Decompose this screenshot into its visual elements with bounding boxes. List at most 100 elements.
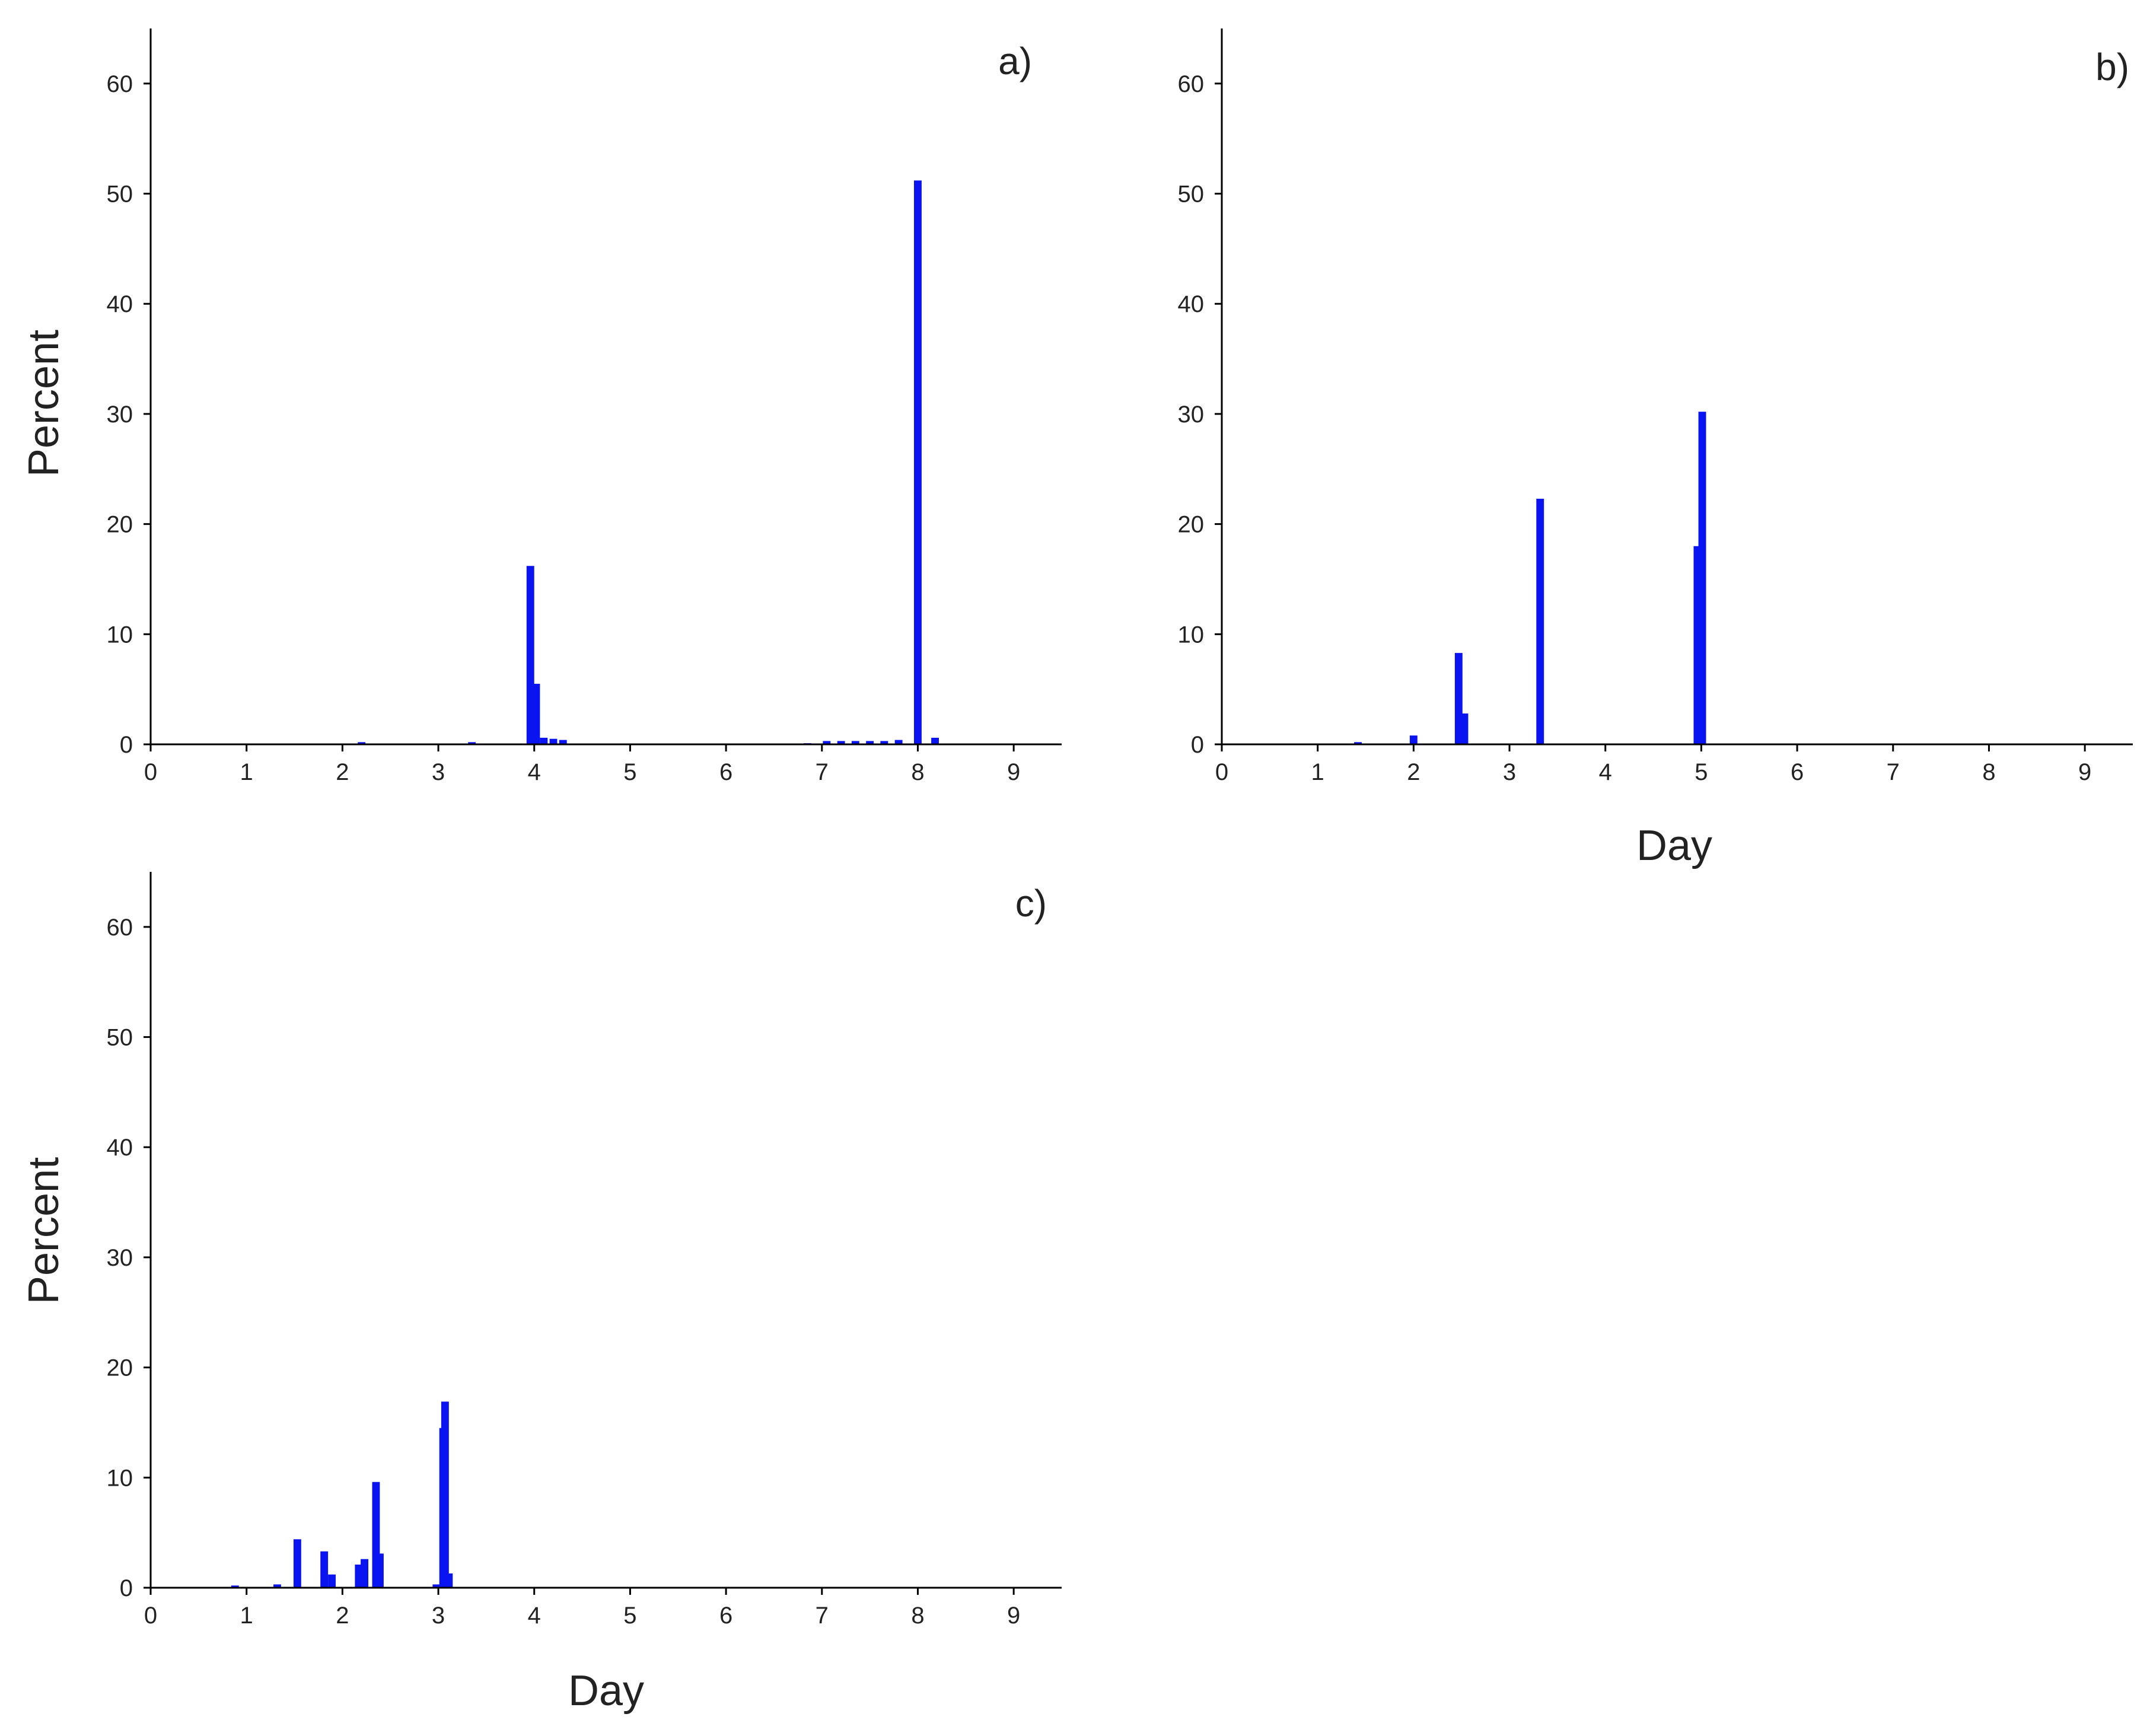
bar <box>880 741 888 744</box>
bar <box>441 1401 449 1588</box>
y-axis-label: Percent <box>20 1157 68 1304</box>
y-tick-label: 60 <box>107 71 133 97</box>
x-tick-label: 8 <box>911 759 924 785</box>
y-tick-label: 0 <box>120 1575 133 1601</box>
bar-series <box>358 180 939 744</box>
bar <box>231 1585 239 1588</box>
bar <box>1409 735 1418 744</box>
bar <box>355 1565 363 1588</box>
axes-frame <box>149 28 1062 746</box>
x-tick-label: 7 <box>816 759 829 785</box>
x-tick-label: 0 <box>1215 759 1228 785</box>
x-tick-label: 6 <box>719 1603 732 1629</box>
bar-series <box>1354 412 1706 744</box>
x-tick-label: 5 <box>1694 759 1708 785</box>
y-tick-label: 30 <box>107 402 133 428</box>
x-tick-label: 4 <box>528 759 541 785</box>
y-tick-label: 0 <box>1191 732 1204 758</box>
bar <box>358 742 366 744</box>
y-tick-label: 40 <box>107 1135 133 1161</box>
bar <box>432 1584 441 1588</box>
bar <box>1354 742 1362 744</box>
tick-group: 0 1 2 3 4 5 6 7 8 9 0 10 20 30 40 50 60 <box>1178 71 2092 785</box>
bar <box>549 738 558 744</box>
axes-frame <box>1221 28 2133 746</box>
x-tick-label: 7 <box>1887 759 1900 785</box>
x-tick-label: 0 <box>144 1603 157 1629</box>
y-tick-label: 10 <box>1178 622 1205 648</box>
bar <box>293 1539 301 1588</box>
bar <box>540 737 548 744</box>
y-tick-label: 40 <box>107 291 133 317</box>
tick-group: 0 1 2 3 4 5 6 7 8 9 0 10 20 30 40 50 60 <box>107 71 1021 785</box>
bar <box>866 741 874 744</box>
y-tick-label: 10 <box>107 1465 133 1491</box>
bar <box>823 741 831 744</box>
x-tick-label: 1 <box>240 1603 253 1629</box>
x-tick-label: 2 <box>336 759 349 785</box>
bar <box>914 180 922 744</box>
x-tick-label: 6 <box>719 759 732 785</box>
x-tick-label: 1 <box>240 759 253 785</box>
x-tick-label: 9 <box>2078 759 2091 785</box>
y-tick-label: 10 <box>107 622 133 648</box>
bar <box>320 1551 329 1588</box>
x-tick-label: 1 <box>1311 759 1324 785</box>
axes-frame <box>149 872 1062 1589</box>
x-tick-label: 4 <box>528 1603 541 1629</box>
x-tick-label: 3 <box>432 1603 445 1629</box>
x-tick-label: 5 <box>623 759 636 785</box>
y-tick-label: 60 <box>1178 71 1205 97</box>
y-tick-label: 20 <box>107 1355 133 1381</box>
bar <box>376 1553 384 1588</box>
x-tick-label: 9 <box>1007 1603 1020 1629</box>
x-tick-label: 2 <box>1407 759 1420 785</box>
x-tick-label: 6 <box>1791 759 1804 785</box>
x-tick-label: 5 <box>623 1603 636 1629</box>
x-tick-label: 0 <box>144 759 157 785</box>
x-tick-label: 8 <box>1982 759 1995 785</box>
y-tick-label: 30 <box>1178 402 1205 428</box>
tick-group: 0 1 2 3 4 5 6 7 8 9 0 10 20 30 40 50 60 <box>107 915 1021 1629</box>
bar <box>1698 412 1706 744</box>
bar <box>837 741 845 744</box>
panel-label: c) <box>1015 882 1047 925</box>
x-tick-label: 7 <box>816 1603 829 1629</box>
y-tick-label: 20 <box>1178 512 1205 538</box>
bar <box>1454 652 1463 744</box>
x-tick-label: 8 <box>911 1603 924 1629</box>
bar <box>328 1574 336 1588</box>
y-axis-label: Percent <box>20 330 68 477</box>
bar <box>894 740 903 744</box>
bar <box>1460 713 1469 744</box>
y-tick-label: 40 <box>1178 291 1205 317</box>
bar <box>532 683 540 744</box>
panel-a: 0 1 2 3 4 5 6 7 8 9 0 10 20 30 40 50 60 a) Percent <box>20 28 1062 785</box>
bar <box>445 1573 453 1588</box>
bar <box>931 737 939 744</box>
y-tick-label: 20 <box>107 512 133 538</box>
bar <box>468 742 476 744</box>
y-tick-label: 60 <box>107 915 133 941</box>
x-tick-label: 9 <box>1007 759 1020 785</box>
y-tick-label: 30 <box>107 1245 133 1271</box>
bar <box>851 741 859 744</box>
bar <box>361 1559 368 1588</box>
y-tick-label: 50 <box>1178 181 1205 208</box>
x-axis-label: Day <box>568 1667 644 1715</box>
x-tick-label: 3 <box>432 759 445 785</box>
y-tick-label: 50 <box>107 1025 133 1051</box>
bar <box>273 1584 281 1588</box>
panel-label: a) <box>998 40 1032 82</box>
x-tick-label: 2 <box>336 1603 349 1629</box>
x-axis-label: Day <box>1636 822 1712 869</box>
x-tick-label: 3 <box>1503 759 1516 785</box>
panel-b: 0 1 2 3 4 5 6 7 8 9 0 10 20 30 40 50 60 b) Day <box>1178 28 2133 869</box>
panel-label: b) <box>2095 46 2129 88</box>
x-tick-label: 4 <box>1599 759 1612 785</box>
bar <box>526 566 534 744</box>
panel-c: 0 1 2 3 4 5 6 7 8 9 0 10 20 30 40 50 60 c) Percent Day <box>20 872 1062 1715</box>
y-tick-label: 0 <box>120 732 133 758</box>
bar-series <box>231 1401 453 1588</box>
